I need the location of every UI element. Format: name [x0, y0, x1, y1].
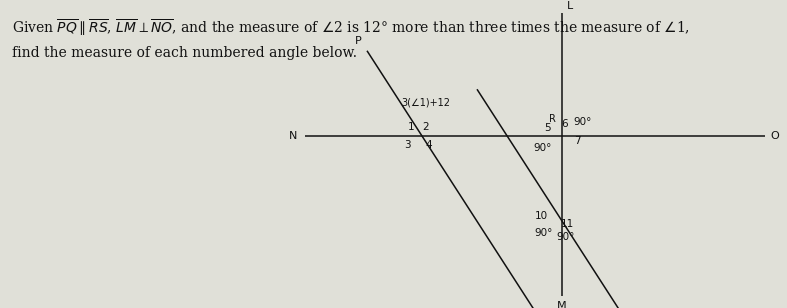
Text: 3(∠1)+12: 3(∠1)+12 — [401, 97, 450, 107]
Text: 6: 6 — [561, 119, 568, 129]
Text: 5: 5 — [545, 123, 551, 133]
Text: L: L — [567, 1, 573, 11]
Text: 90°: 90° — [534, 228, 553, 238]
Text: 2: 2 — [423, 122, 429, 132]
Text: 3: 3 — [405, 140, 411, 150]
Text: N: N — [289, 131, 297, 141]
Text: 10: 10 — [534, 211, 548, 221]
Text: 1: 1 — [408, 122, 415, 132]
Text: Given $\overline{PQ} \parallel \overline{RS}$, $\overline{LM} \perp \overline{NO: Given $\overline{PQ} \parallel \overline… — [12, 18, 690, 38]
Text: 7: 7 — [575, 136, 581, 146]
Text: 11: 11 — [560, 219, 574, 229]
Text: 90°: 90° — [556, 232, 575, 241]
Text: R: R — [549, 114, 556, 124]
Text: 4: 4 — [425, 140, 432, 150]
Text: O: O — [770, 131, 779, 141]
Text: 90°: 90° — [574, 117, 592, 127]
Text: 90°: 90° — [534, 143, 552, 153]
Text: find the measure of each numbered angle below.: find the measure of each numbered angle … — [12, 46, 357, 60]
Text: M: M — [557, 301, 567, 308]
Text: P: P — [355, 36, 362, 46]
